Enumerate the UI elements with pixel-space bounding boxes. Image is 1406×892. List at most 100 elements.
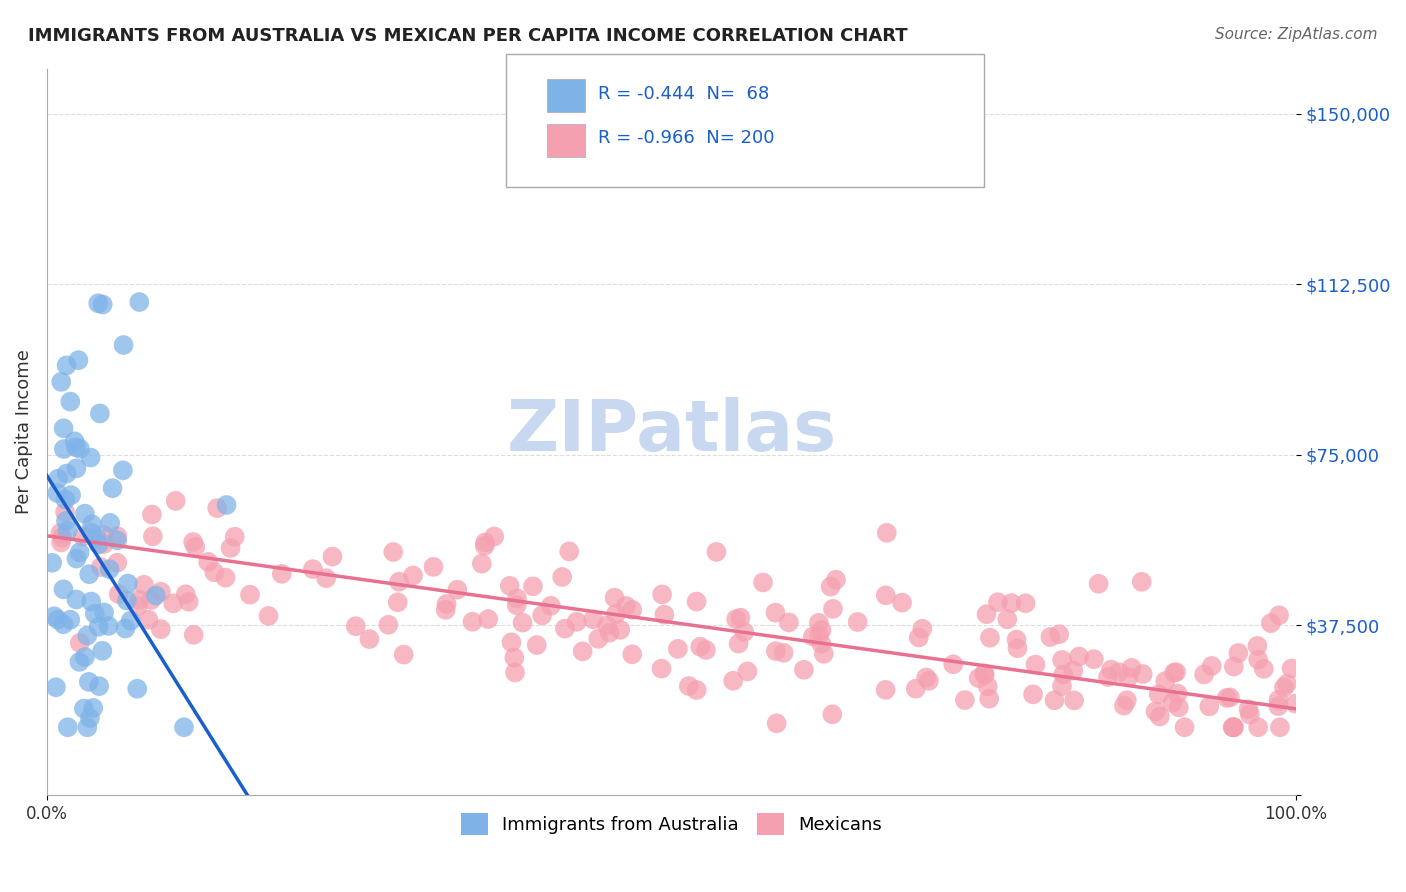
Point — [77, 674, 100, 689]
Y-axis label: Per Capita Income: Per Capita Income — [15, 350, 32, 515]
Point — [778, 615, 800, 630]
Point — [1022, 687, 1045, 701]
Legend: Immigrants from Australia, Mexicans: Immigrants from Australia, Mexicans — [451, 805, 891, 845]
Point — [1247, 720, 1270, 734]
Point — [145, 589, 167, 603]
Point — [120, 614, 142, 628]
Point — [149, 584, 172, 599]
Point — [765, 644, 787, 658]
Point — [205, 501, 228, 516]
Point — [503, 665, 526, 680]
Point — [392, 648, 415, 662]
Point — [165, 494, 187, 508]
Point — [141, 508, 163, 522]
Point — [83, 607, 105, 621]
Point — [588, 632, 610, 646]
Point — [52, 582, 75, 597]
Point — [1083, 652, 1105, 666]
Point — [388, 574, 411, 589]
Point — [1222, 720, 1244, 734]
Point — [596, 618, 619, 632]
Point — [93, 528, 115, 542]
Point — [1163, 665, 1185, 680]
Point — [1050, 653, 1073, 667]
Point — [621, 648, 644, 662]
Point — [149, 622, 172, 636]
Point — [239, 588, 262, 602]
Point — [1167, 687, 1189, 701]
Point — [87, 537, 110, 551]
Point — [82, 701, 104, 715]
Point — [183, 628, 205, 642]
Point — [772, 646, 794, 660]
Point — [1275, 677, 1298, 691]
Point — [132, 578, 155, 592]
Point — [55, 492, 77, 507]
Point — [89, 406, 111, 420]
Point — [115, 593, 138, 607]
Point — [41, 556, 63, 570]
Point — [891, 596, 914, 610]
Text: R = -0.966  N= 200: R = -0.966 N= 200 — [598, 129, 775, 147]
Text: IMMIGRANTS FROM AUSTRALIA VS MEXICAN PER CAPITA INCOME CORRELATION CHART: IMMIGRANTS FROM AUSTRALIA VS MEXICAN PER… — [28, 27, 908, 45]
Point — [666, 641, 689, 656]
Point — [93, 606, 115, 620]
Point — [471, 557, 494, 571]
Point — [654, 607, 676, 622]
Point — [503, 650, 526, 665]
Point — [813, 647, 835, 661]
Point — [1268, 608, 1291, 623]
Point — [79, 450, 101, 465]
Point — [685, 594, 707, 608]
Point — [1227, 646, 1250, 660]
Point — [97, 619, 120, 633]
Point — [101, 481, 124, 495]
Point — [446, 582, 468, 597]
Point — [730, 610, 752, 624]
Point — [49, 526, 72, 541]
Point — [128, 295, 150, 310]
Point — [436, 597, 458, 611]
Point — [501, 635, 523, 649]
Point — [979, 691, 1001, 706]
Point — [686, 683, 709, 698]
Point — [114, 622, 136, 636]
Point — [174, 587, 197, 601]
Point — [1039, 630, 1062, 644]
Point — [1237, 702, 1260, 716]
Point — [603, 591, 626, 605]
Point — [554, 622, 576, 636]
Point — [1052, 667, 1074, 681]
Point — [173, 720, 195, 734]
Point — [582, 612, 605, 626]
Point — [558, 544, 581, 558]
Point — [141, 593, 163, 607]
Point — [1222, 720, 1244, 734]
Point — [875, 588, 897, 602]
Point — [60, 488, 83, 502]
Point — [1097, 670, 1119, 684]
Point — [1260, 616, 1282, 631]
Point — [1223, 659, 1246, 673]
Point — [474, 535, 496, 549]
Point — [793, 663, 815, 677]
Point — [721, 673, 744, 688]
Point — [162, 596, 184, 610]
Point — [1050, 679, 1073, 693]
Point — [1154, 674, 1177, 689]
Point — [1067, 649, 1090, 664]
Point — [752, 575, 775, 590]
Point — [127, 599, 149, 614]
Point — [44, 609, 66, 624]
Point — [46, 613, 69, 627]
Point — [875, 682, 897, 697]
Point — [1164, 665, 1187, 680]
Point — [76, 628, 98, 642]
Point — [224, 530, 246, 544]
Point — [46, 472, 69, 486]
Point — [820, 580, 842, 594]
Point — [49, 535, 72, 549]
Point — [302, 562, 325, 576]
Point — [77, 567, 100, 582]
Point — [202, 566, 225, 580]
